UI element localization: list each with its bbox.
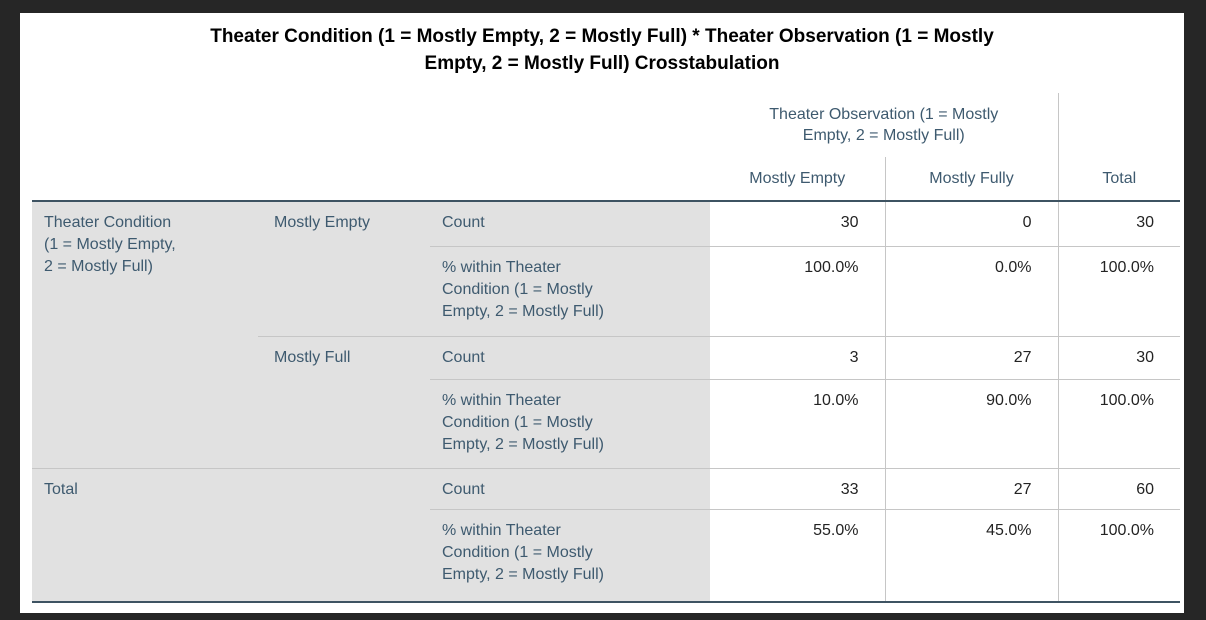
cell-value: 27 <box>884 467 1059 509</box>
cell-value: 55.0% <box>710 508 885 603</box>
row-mostly-full-count: Mostly Full Count 3 27 30 <box>32 335 1181 468</box>
stub-total: Total <box>32 467 430 603</box>
cell-value: 100.0% <box>1057 245 1181 336</box>
cell-value: 30 <box>840 214 859 231</box>
cell-value: 0.0% <box>884 245 1059 336</box>
cell-value: 60 <box>1057 467 1181 509</box>
cell-value: 27 <box>884 335 1059 379</box>
column-span-header: Theater Observation (1 = Mostly Empty, 2… <box>769 106 999 144</box>
header-blank-total <box>1057 93 1181 157</box>
column-header-mostly-fully: Mostly Fully <box>884 157 1059 202</box>
stub-mostly-empty: Mostly Empty <box>258 201 430 336</box>
column-header-mostly-empty: Mostly Empty <box>710 157 885 202</box>
stub-count-label: Count <box>430 467 710 509</box>
cell-value: 45.0% <box>884 508 1059 603</box>
crosstab-title: Theater Condition (1 = Mostly Empty, 2 =… <box>210 26 994 74</box>
row-mostly-full-percent: % within Theater Condition (1 = Mostly E… <box>32 378 1181 468</box>
cell-value: 30 <box>1057 335 1181 379</box>
cell-value: 90.0% <box>884 378 1059 468</box>
stub-count-label: Count <box>430 201 710 246</box>
stub-percent-label: % within Theater Condition (1 = Mostly E… <box>430 508 710 603</box>
cell-value: 100.0% <box>1057 378 1181 468</box>
row-mostly-empty-count: Theater Condition (1 = Mostly Empty, 2 =… <box>32 201 1181 468</box>
output-card: Theater Condition (1 = Mostly Empty, 2 =… <box>20 13 1184 613</box>
header-blank <box>32 93 710 157</box>
stub-percent-label: % within Theater Condition (1 = Mostly E… <box>430 378 710 468</box>
stub-percent-label: % within Theater Condition (1 = Mostly E… <box>430 245 710 336</box>
header-blank <box>32 157 710 202</box>
stub-theater-condition: Theater Condition (1 = Mostly Empty, 2 =… <box>32 201 258 468</box>
cell-value: 0 <box>884 201 1059 246</box>
cell-value: 33 <box>710 467 885 509</box>
cell-value: 30 <box>1057 201 1181 246</box>
crosstab-table: Theater Observation (1 = Mostly Empty, 2… <box>32 93 1181 603</box>
row-total-count: Total Count 33 27 60 <box>32 467 1181 603</box>
cell-value: 100.0% <box>710 245 885 336</box>
cell-value: 10.0% <box>710 378 885 468</box>
cell-value: 3 <box>710 335 885 379</box>
stub-mostly-full: Mostly Full <box>258 335 430 468</box>
stub-count-label: Count <box>430 335 710 379</box>
row-total-percent: % within Theater Condition (1 = Mostly E… <box>32 508 1181 603</box>
cell-value: 100.0% <box>1057 508 1181 603</box>
row-mostly-empty-percent: % within Theater Condition (1 = Mostly E… <box>32 245 1181 336</box>
column-header-total: Total <box>1057 157 1181 202</box>
